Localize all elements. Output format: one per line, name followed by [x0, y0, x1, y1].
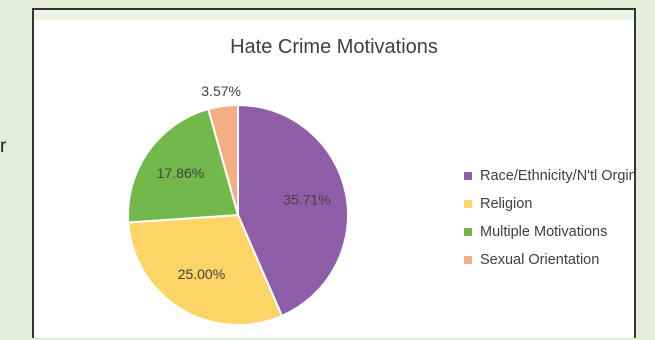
pie-data-label-3: 3.57% [201, 83, 241, 99]
chart-title: Hate Crime Motivations [230, 36, 438, 58]
legend-swatch-0 [464, 172, 472, 180]
legend-label-2: Multiple Motivations [480, 224, 608, 240]
pie-slice-2 [127, 107, 240, 224]
pie-data-label-2: 17.86% [157, 165, 204, 181]
legend-item-1: Religion [464, 190, 637, 218]
chart-panel: Hate Crime Motivations 35.71% 25.00% 17.86… [32, 8, 637, 338]
legend-label-3: Sexual Orientation [480, 252, 600, 268]
pie-slice-1 [127, 213, 284, 326]
left-text-fragment: r [0, 136, 7, 157]
chart-legend: Race/Ethnicity/N'tl Orgin Religion Multipl… [464, 162, 637, 274]
pie-data-label-0: 35.71% [283, 191, 330, 207]
pie-chart: 35.71% 25.00% 17.86% 3.57% [127, 83, 349, 326]
legend-item-0: Race/Ethnicity/N'tl Orgin [464, 162, 637, 190]
legend-item-3: Sexual Orientation [464, 246, 637, 274]
chart-panel-strip [34, 10, 634, 20]
pie-data-label-1: 25.00% [178, 266, 225, 282]
legend-item-2: Multiple Motivations [464, 218, 637, 246]
pie-slice-3 [207, 103, 239, 216]
legend-swatch-1 [464, 200, 472, 208]
legend-swatch-3 [464, 256, 472, 264]
pie-slice-0 [237, 103, 349, 318]
legend-swatch-2 [464, 228, 472, 236]
legend-label-0: Race/Ethnicity/N'tl Orgin [480, 168, 637, 184]
legend-label-1: Religion [480, 196, 533, 212]
